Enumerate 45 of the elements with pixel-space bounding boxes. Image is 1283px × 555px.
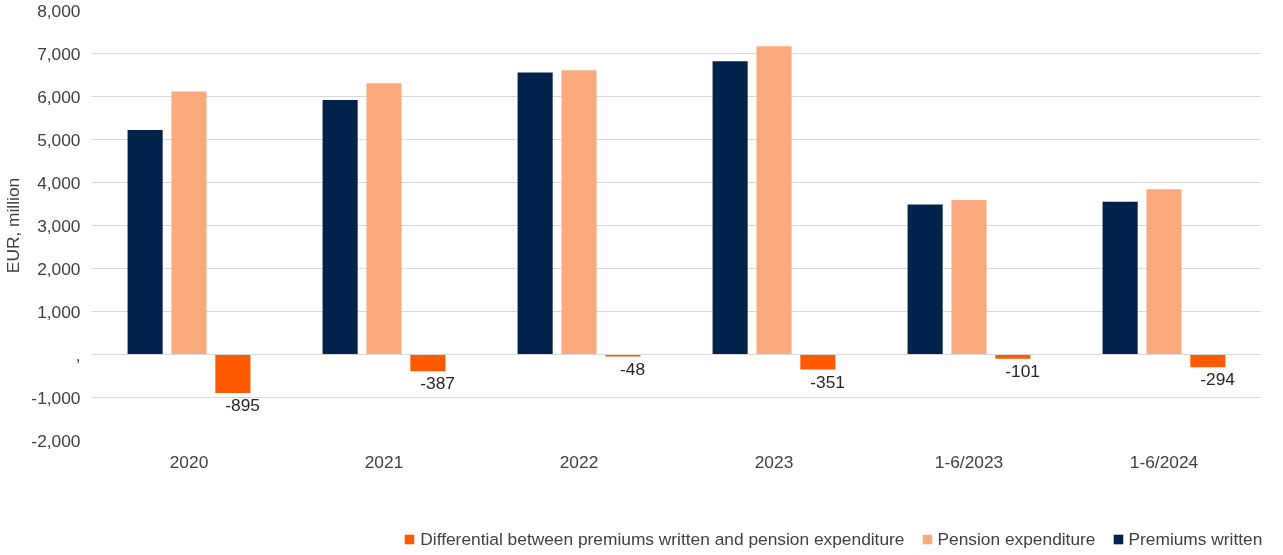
legend-label: Pension expenditure xyxy=(937,528,1096,550)
y-tick-label: -2,000 xyxy=(31,430,81,451)
bar xyxy=(215,354,251,393)
y-tick-label: 6,000 xyxy=(37,86,81,107)
bar xyxy=(1190,354,1226,368)
y-tick-label: 5,000 xyxy=(37,129,81,150)
data-label: -48 xyxy=(620,358,646,379)
bar xyxy=(517,72,553,355)
y-tick-label: 2,000 xyxy=(37,258,81,279)
y-tick-label: -1,000 xyxy=(31,387,81,408)
bar xyxy=(410,354,446,372)
x-tick-label: 1-6/2024 xyxy=(1129,451,1199,472)
data-label: -895 xyxy=(225,394,260,415)
bar xyxy=(995,354,1031,359)
x-tick-label: 2023 xyxy=(754,451,794,472)
x-tick-label: 1-6/2023 xyxy=(934,451,1004,472)
y-tick-label: 1,000 xyxy=(37,301,81,322)
bar xyxy=(366,83,402,355)
bar xyxy=(712,61,748,355)
data-label: -101 xyxy=(1005,360,1040,381)
bar xyxy=(756,46,792,355)
y-tick-label: , xyxy=(75,344,81,365)
x-tick-label: 2022 xyxy=(559,451,599,472)
legend-label: Differential between premiums written and pension expenditure xyxy=(420,528,905,550)
bar xyxy=(561,70,597,355)
y-tick-label: 4,000 xyxy=(37,172,81,193)
data-label: -294 xyxy=(1200,369,1236,390)
data-label: -351 xyxy=(810,371,845,392)
x-tick-label: 2020 xyxy=(169,451,209,472)
data-label: -387 xyxy=(420,373,455,394)
bar xyxy=(605,354,641,357)
legend-label: Premiums written xyxy=(1128,528,1263,550)
bar xyxy=(127,130,163,355)
bar xyxy=(800,354,836,370)
x-tick-label: 2021 xyxy=(364,451,404,472)
y-tick-label: 7,000 xyxy=(37,43,81,64)
y-axis-title: EUR, million xyxy=(3,177,24,274)
bar xyxy=(907,204,943,355)
y-tick-label: 3,000 xyxy=(37,215,81,236)
bar xyxy=(1102,201,1138,355)
y-tick-label: 8,000 xyxy=(37,0,81,21)
bar xyxy=(1146,189,1182,355)
bar xyxy=(951,200,987,355)
bar xyxy=(322,99,358,355)
bar xyxy=(171,91,207,355)
